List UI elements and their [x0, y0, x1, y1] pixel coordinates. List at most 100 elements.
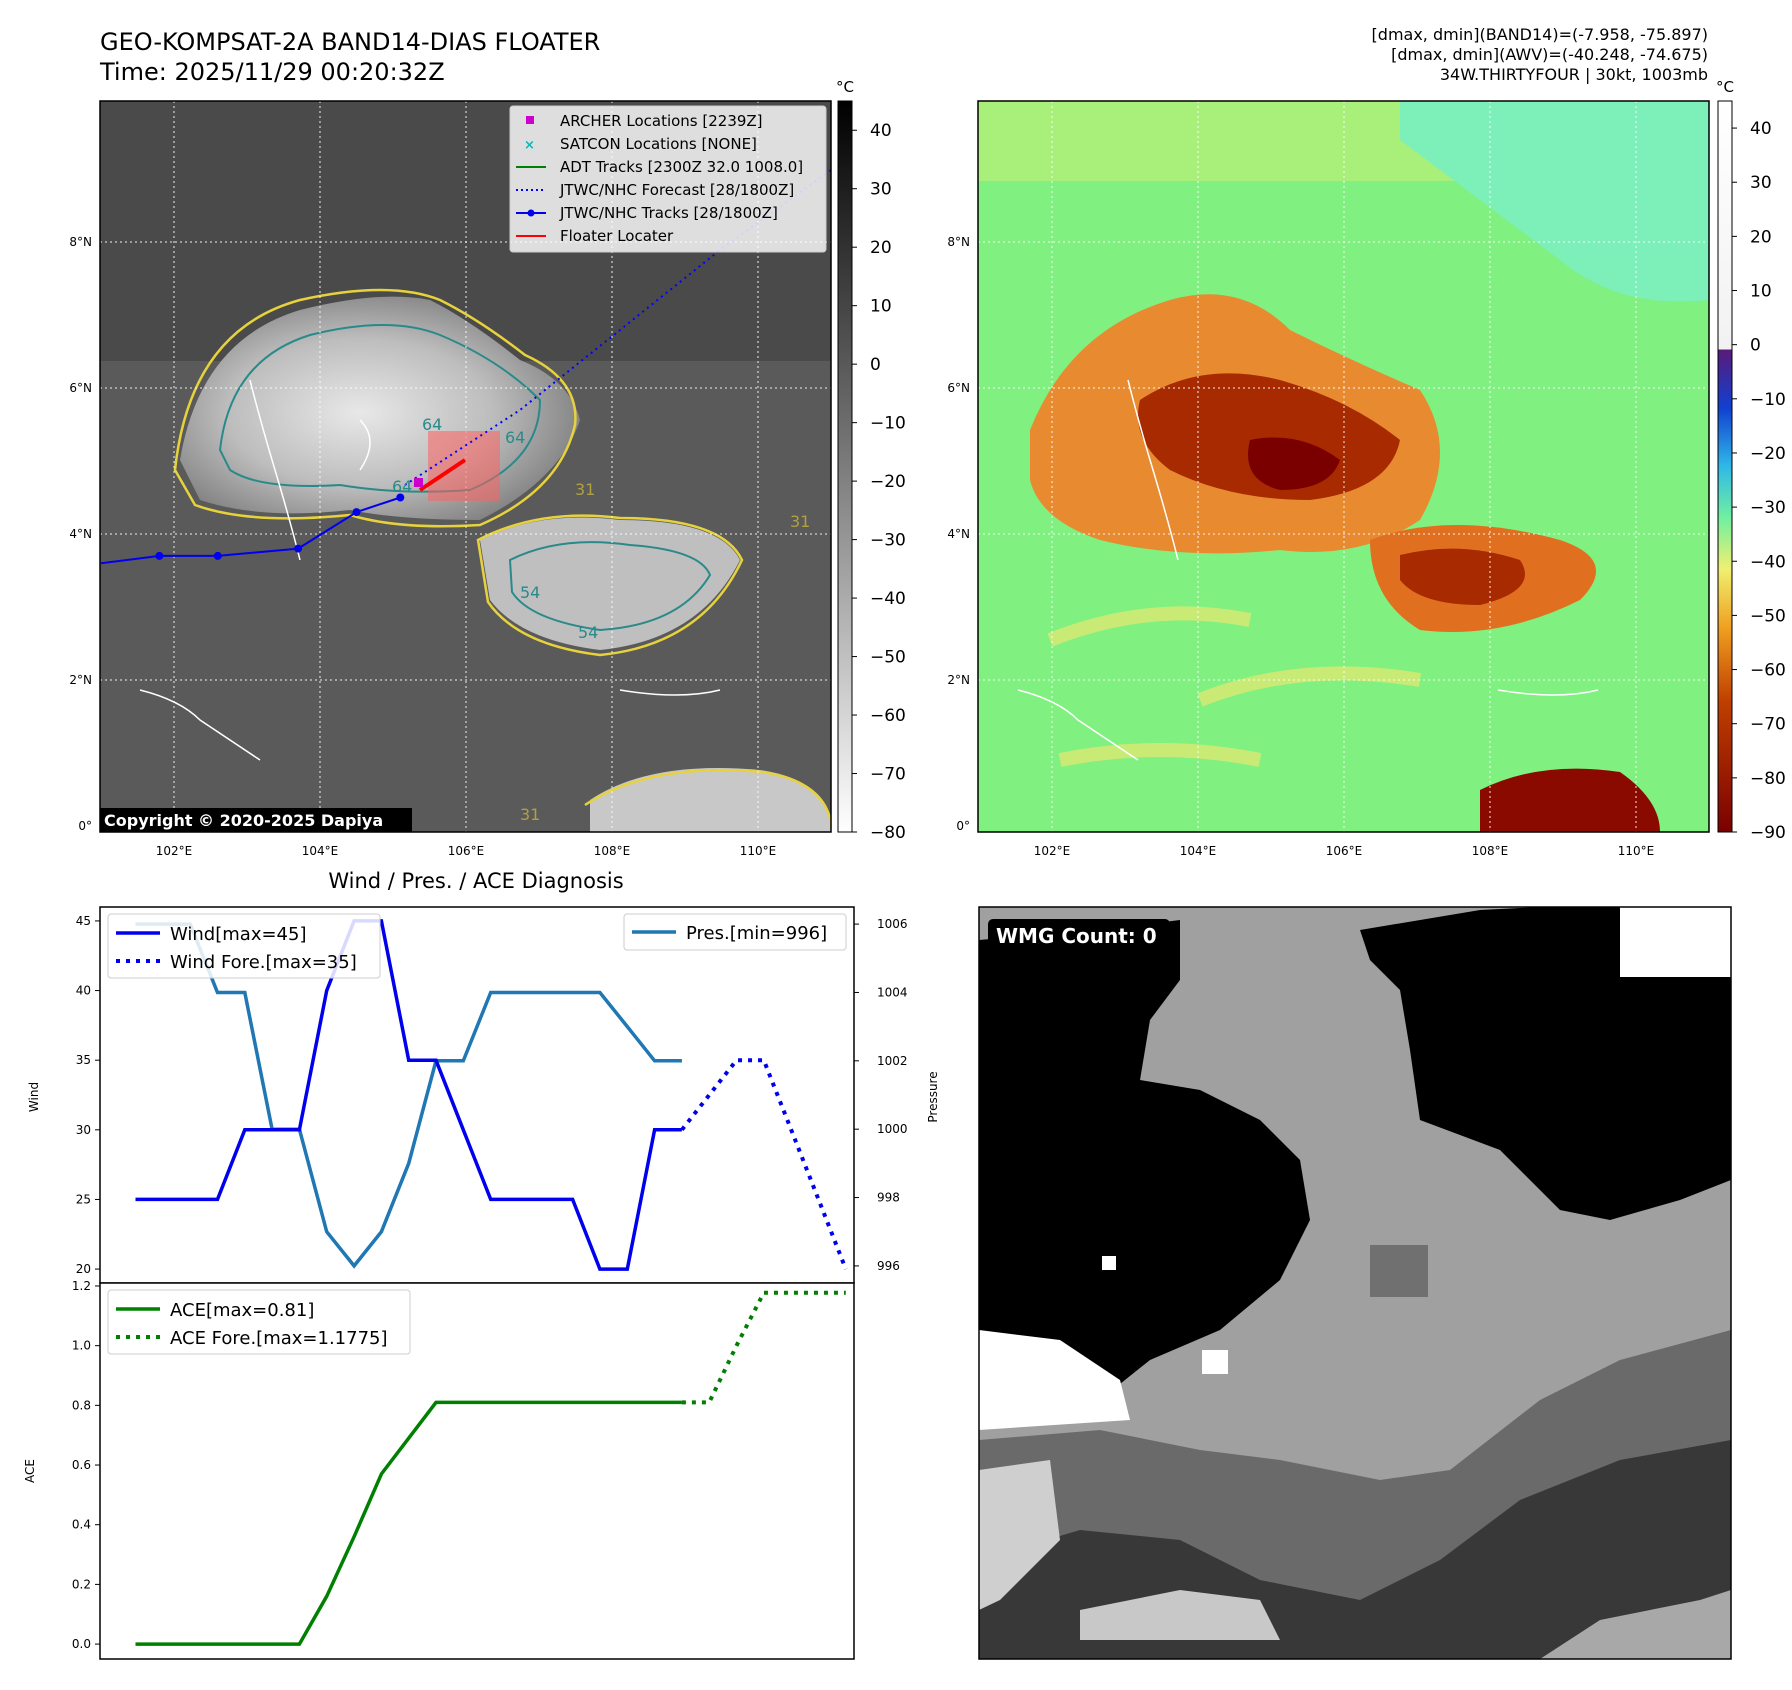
wmg-light-southeast [1540, 1590, 1731, 1659]
wind-legend: Wind[max=45] Wind Fore.[max=35] [107, 913, 381, 979]
lat-label: 6°N [69, 381, 92, 395]
right-colorbar-tick-label: −20 [1750, 444, 1786, 464]
lat-label: 0° [78, 819, 92, 833]
left-colorbar-tick-label: −30 [870, 531, 906, 551]
legend-adt-text: ADT Tracks [2300Z 32.0 1008.0] [560, 158, 803, 176]
contour-teal-main [218, 324, 542, 493]
wmg-black-region-nw [979, 920, 1310, 1420]
right-colorbar-tick-label: −50 [1750, 606, 1786, 626]
lon-label: 102°E [156, 844, 193, 858]
info-line2: [dmax, dmin](AWV)=(-40.248, -74.675) [1391, 45, 1708, 64]
cloud-red-south [1480, 768, 1660, 832]
left-lon-labels: 102°E 104°E 106°E 108°E 110°E [156, 844, 777, 858]
ace-axis-tick-label: 0.4 [72, 1518, 91, 1532]
legend-archer-text: ARCHER Locations [2239Z] [560, 112, 763, 130]
pressure-axis-tick-label: 996 [877, 1259, 900, 1273]
jtwc-track-line [100, 496, 401, 565]
legend-wind-text: Wind[max=45] [170, 924, 307, 945]
ace-axis-tick-label: 1.0 [72, 1339, 91, 1353]
wmg-black-region-ne [1360, 907, 1731, 1220]
contour-label: 64 [505, 428, 525, 447]
figure-title-line1: GEO-KOMPSAT-2A BAND14-DIAS FLOATER [100, 28, 600, 56]
wmg-white-west [979, 1330, 1130, 1430]
left-colorbar-tick-label: 0 [870, 355, 881, 375]
pressure-series-line [135, 922, 682, 1269]
contour-label: 31 [790, 512, 810, 531]
track-point [213, 551, 222, 560]
left-colorbar-tick-label: −50 [870, 648, 906, 668]
lat-label: 8°N [69, 235, 92, 249]
coastline-left [139, 379, 721, 761]
contour-teal-east [508, 541, 712, 632]
left-colorbar-tick-label: 40 [870, 121, 892, 141]
yellow-streaks [1047, 606, 1422, 767]
left-colorbar-ticks: 40 30 20 10 0 −10 −20 −30 −40 −50 −60 −70 −80 [852, 121, 906, 843]
wmg-frame [978, 906, 1732, 1660]
left-colorbar-tick-label: 20 [870, 238, 892, 258]
wmg-white-spot [1102, 1256, 1116, 1270]
right-colorbar [1717, 100, 1733, 833]
contour-label: 64 [392, 477, 412, 496]
lon-label: 106°E [1326, 844, 1363, 858]
coastline-right [1017, 379, 1599, 761]
left-colorbar-tick-label: −20 [870, 472, 906, 492]
contour-label: 31 [520, 805, 540, 824]
lon-label: 106°E [448, 844, 485, 858]
archer-location-marker [414, 478, 423, 487]
pressure-axis-tick-label: 1000 [877, 1122, 908, 1136]
left-colorbar-tick-label: −40 [870, 589, 906, 609]
right-gridlines [978, 101, 1709, 832]
track-point [294, 544, 303, 553]
right-colorbar-unit: °C [1716, 78, 1734, 96]
right-colorbar-tick-label: −80 [1750, 769, 1786, 789]
pressure-axis-ticks: 1006 1004 1002 1000 998 996 [854, 917, 908, 1273]
cyan-patch [1400, 101, 1709, 302]
lon-label: 110°E [740, 844, 777, 858]
right-colorbar-tick-label: −40 [1750, 552, 1786, 572]
left-colorbar-tick-label: 10 [870, 297, 892, 317]
track-point [155, 551, 164, 560]
contour-yellow-south [584, 768, 831, 832]
left-lat-labels: 8°N 6°N 4°N 2°N 0° [69, 235, 92, 833]
adt-track-line [418, 458, 467, 492]
wmg-light-southwest [979, 1460, 1060, 1610]
right-colorbar-tick-label: 10 [1750, 282, 1772, 302]
legend-floater-text: Floater Locater [560, 227, 674, 245]
wmg-white-spot [1202, 1350, 1228, 1374]
ace-axis-tick-label: 0.0 [72, 1637, 91, 1651]
left-map-legend: ARCHER Locations [2239Z] × SATCON Locati… [509, 105, 827, 253]
lon-label: 108°E [1472, 844, 1509, 858]
ace-legend: ACE[max=0.81] ACE Fore.[max=1.1775] [107, 1289, 411, 1355]
legend-track-text: JTWC/NHC Tracks [28/1800Z] [559, 204, 778, 222]
legend-forecast-text: JTWC/NHC Forecast [28/1800Z] [559, 181, 794, 199]
copyright-badge [100, 808, 412, 832]
wind-axis-tick-label: 25 [76, 1192, 91, 1206]
right-colorbar-tick-label: 20 [1750, 227, 1772, 247]
contour-label: 54 [578, 623, 598, 642]
legend-ace-fore-text: ACE Fore.[max=1.1775] [170, 1328, 388, 1349]
legend-wind-fore-text: Wind Fore.[max=35] [170, 952, 357, 973]
wind-axis-tick-label: 30 [76, 1123, 91, 1137]
right-ir-enhanced-map: 102°E 104°E 106°E 108°E 110°E 8°N 6°N 4°… [947, 78, 1786, 858]
cloud-red-east [1400, 548, 1525, 605]
legend-ace-text: ACE[max=0.81] [170, 1300, 314, 1321]
right-colorbar-tick-label: −60 [1750, 661, 1786, 681]
figure-title-line2: Time: 2025/11/29 00:20:32Z [99, 58, 445, 86]
right-colorbar-tick-label: 0 [1750, 336, 1761, 356]
right-lat-labels: 8°N 6°N 4°N 2°N 0° [947, 235, 970, 833]
right-colorbar-tick-label: −70 [1750, 715, 1786, 735]
pressure-axis-label: Pressure [926, 1071, 940, 1122]
wind-axis-tick-label: 45 [76, 914, 91, 928]
wmg-gray-spot [1370, 1245, 1428, 1297]
lat-label: 2°N [947, 673, 970, 687]
right-colorbar-ticks: 40 30 20 10 0 −10 −20 −30 −40 −50 −60 −70 −80 −90 [1732, 119, 1786, 843]
left-colorbar-unit: °C [836, 78, 854, 96]
wind-pressure-chart: 45 40 35 30 25 20 1006 1004 1002 1000 998 996 Wind… [27, 906, 940, 1284]
track-point [396, 493, 405, 502]
lat-label: 4°N [947, 527, 970, 541]
ace-series-line [135, 1400, 682, 1646]
wmg-white-ne-corner [1620, 907, 1731, 977]
ace-axis-label: ACE [23, 1459, 37, 1483]
ace-axis-tick-label: 0.6 [72, 1458, 91, 1472]
right-colorbar-tick-label: −30 [1750, 498, 1786, 518]
